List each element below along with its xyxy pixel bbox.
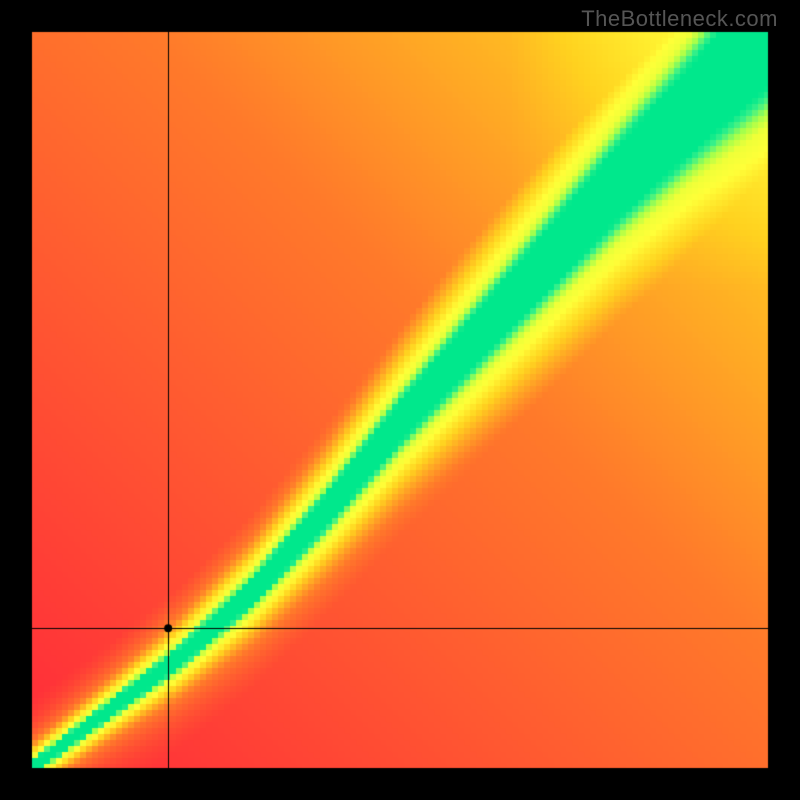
heatmap-canvas	[0, 0, 800, 800]
watermark-text: TheBottleneck.com	[581, 6, 778, 32]
chart-container: TheBottleneck.com	[0, 0, 800, 800]
